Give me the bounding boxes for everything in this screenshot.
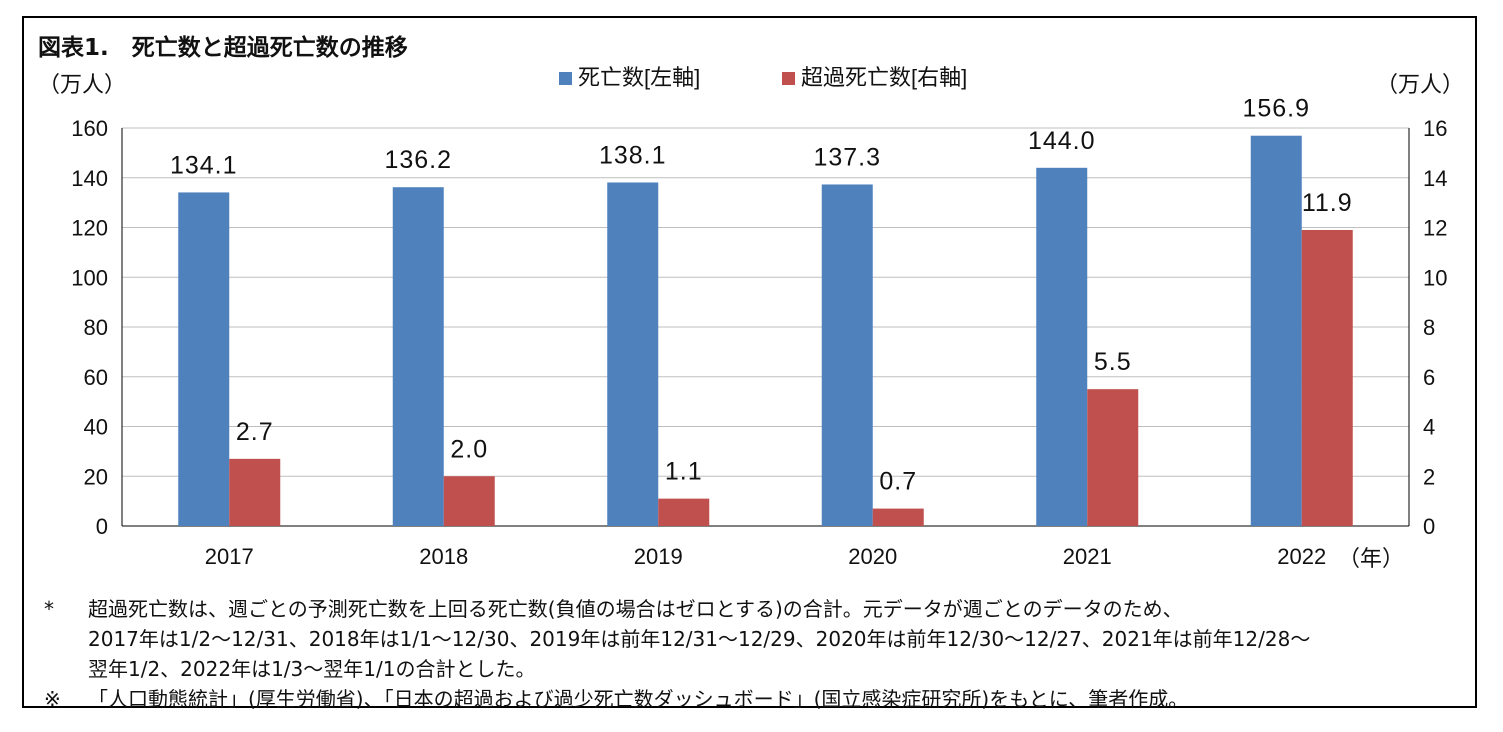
bar-deaths: [392, 187, 444, 526]
y-tick-label-left: 40: [84, 415, 108, 440]
bar-excess: [658, 498, 710, 526]
y-tick-label-right: 8: [1423, 315, 1435, 340]
bar-excess: [229, 458, 281, 526]
y-axis-label-right: （万人）: [1376, 72, 1464, 97]
y-tick-label-right: 6: [1423, 365, 1435, 390]
y-tick-label-left: 80: [84, 315, 108, 340]
data-label-deaths: 156.9: [1242, 95, 1310, 123]
y-tick-label-left: 140: [71, 166, 108, 191]
data-label-excess: 0.7: [879, 468, 917, 496]
bar-excess: [1087, 389, 1139, 526]
note-2-source: 「人口動態統計」(厚生労働省)、「日本の超過および過少死亡数ダッシュボード」(国…: [88, 687, 1189, 711]
legend-swatch-deaths: [559, 72, 572, 85]
legend-swatch-excess: [782, 72, 795, 85]
data-label-deaths: 138.1: [599, 141, 667, 169]
data-label-deaths: 144.0: [1028, 127, 1096, 155]
y-tick-label-left: 0: [96, 514, 108, 539]
y-tick-label-right: 16: [1423, 116, 1447, 141]
x-axis-label: （年）: [1338, 546, 1404, 571]
x-tick-label: 2021: [1063, 544, 1112, 569]
y-tick-label-left: 60: [84, 365, 108, 390]
y-tick-label-left: 120: [71, 216, 108, 241]
x-tick-label: 2018: [419, 544, 468, 569]
note-1-mark: *: [44, 597, 54, 621]
data-label-excess: 5.5: [1094, 348, 1132, 376]
bar-excess: [1301, 229, 1353, 527]
bar-deaths: [821, 184, 873, 526]
note-1-line-3: 翌年1/2、2022年は1/3～翌年1/1の合計とした。: [88, 657, 536, 681]
y-tick-label-right: 10: [1423, 265, 1447, 290]
data-label-deaths: 134.1: [170, 151, 238, 179]
y-tick-label-right: 12: [1423, 216, 1447, 241]
data-label-excess: 11.9: [1302, 189, 1353, 217]
figure-title: 図表1. 死亡数と超過死亡数の推移: [38, 35, 408, 61]
x-tick-label: 2020: [848, 544, 897, 569]
bar-deaths: [607, 182, 659, 526]
data-label-deaths: 136.2: [384, 146, 452, 174]
y-axis-label-left: （万人）: [38, 72, 126, 97]
chart: 0 0 20 2 40 4 60 6 80 8 100 10 120 12 140 14 160 16 （万人） （万…: [38, 65, 1464, 571]
bar-deaths: [1036, 167, 1088, 527]
x-tick-label: 2019: [634, 544, 683, 569]
y-tick-label-right: 14: [1423, 166, 1447, 191]
legend-label-deaths: 死亡数[左軸]: [578, 65, 700, 90]
y-tick-label-left: 100: [71, 265, 108, 290]
y-tick-label-right: 0: [1423, 514, 1435, 539]
y-tick-label-right: 2: [1423, 464, 1435, 489]
bar-excess: [872, 508, 924, 526]
bar-deaths: [1250, 135, 1302, 526]
figure-frame: 図表1. 死亡数と超過死亡数の推移 0 0 20 2 40 4 60 6 80 8 100 10 120…: [22, 16, 1477, 711]
legend-label-excess: 超過死亡数[右軸]: [801, 65, 967, 90]
y-tick-label-right: 4: [1423, 415, 1435, 440]
bar-deaths: [178, 192, 230, 526]
bar-excess: [443, 476, 495, 526]
note-1-line-2: 2017年は1/2～12/31、2018年は1/1～12/30、2019年は前年…: [88, 627, 1311, 651]
x-tick-label: 2017: [205, 544, 254, 569]
y-tick-label-left: 160: [71, 116, 108, 141]
y-tick-label-left: 20: [84, 464, 108, 489]
data-label-excess: 2.7: [236, 418, 274, 446]
note-1-line-1: 超過死亡数は、週ごとの予測死亡数を上回る死亡数(負値の場合はゼロとする)の合計。…: [88, 597, 1183, 621]
note-2-mark: ※: [44, 687, 61, 711]
data-label-excess: 2.0: [450, 435, 488, 463]
data-label-excess: 1.1: [665, 458, 703, 486]
x-tick-label: 2022: [1277, 544, 1326, 569]
data-label-deaths: 137.3: [813, 143, 881, 171]
